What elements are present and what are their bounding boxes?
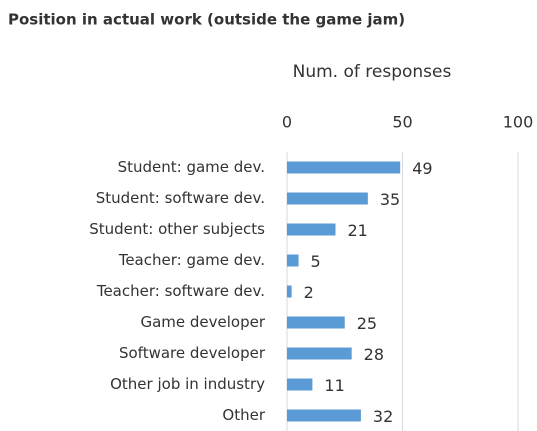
bar	[287, 378, 313, 391]
y-tick-label: Software developer	[119, 344, 266, 362]
bar	[287, 316, 345, 329]
bar	[287, 347, 352, 360]
bar	[287, 161, 401, 174]
bar	[287, 285, 292, 298]
data-label: 32	[373, 407, 393, 426]
data-label: 28	[364, 345, 384, 364]
data-label: 25	[357, 314, 377, 333]
y-tick-label: Game developer	[140, 313, 265, 331]
data-label: 11	[324, 376, 344, 395]
data-label: 35	[380, 190, 400, 209]
data-label: 49	[412, 159, 432, 178]
y-tick-label: Student: other subjects	[89, 220, 265, 238]
y-tick-label: Other job in industry	[110, 375, 265, 393]
x-tick-label: 50	[392, 113, 412, 132]
x-tick-label: 0	[282, 113, 292, 132]
bar	[287, 192, 368, 205]
axis-title: Num. of responses	[293, 62, 452, 82]
data-label: 2	[304, 283, 314, 302]
y-tick-label: Student: software dev.	[96, 189, 265, 207]
bar	[287, 409, 361, 422]
y-tick-label: Teacher: game dev.	[118, 251, 265, 269]
y-tick-label: Teacher: software dev.	[96, 282, 265, 300]
data-label: 21	[348, 221, 368, 240]
y-tick-label: Other	[222, 406, 265, 424]
chart-title: Position in actual work (outside the gam…	[8, 11, 405, 29]
data-label: 5	[311, 252, 321, 271]
x-tick-label: 100	[503, 113, 534, 132]
bar	[287, 223, 336, 236]
y-tick-label: Student: game dev.	[118, 158, 265, 176]
bar	[287, 254, 299, 267]
